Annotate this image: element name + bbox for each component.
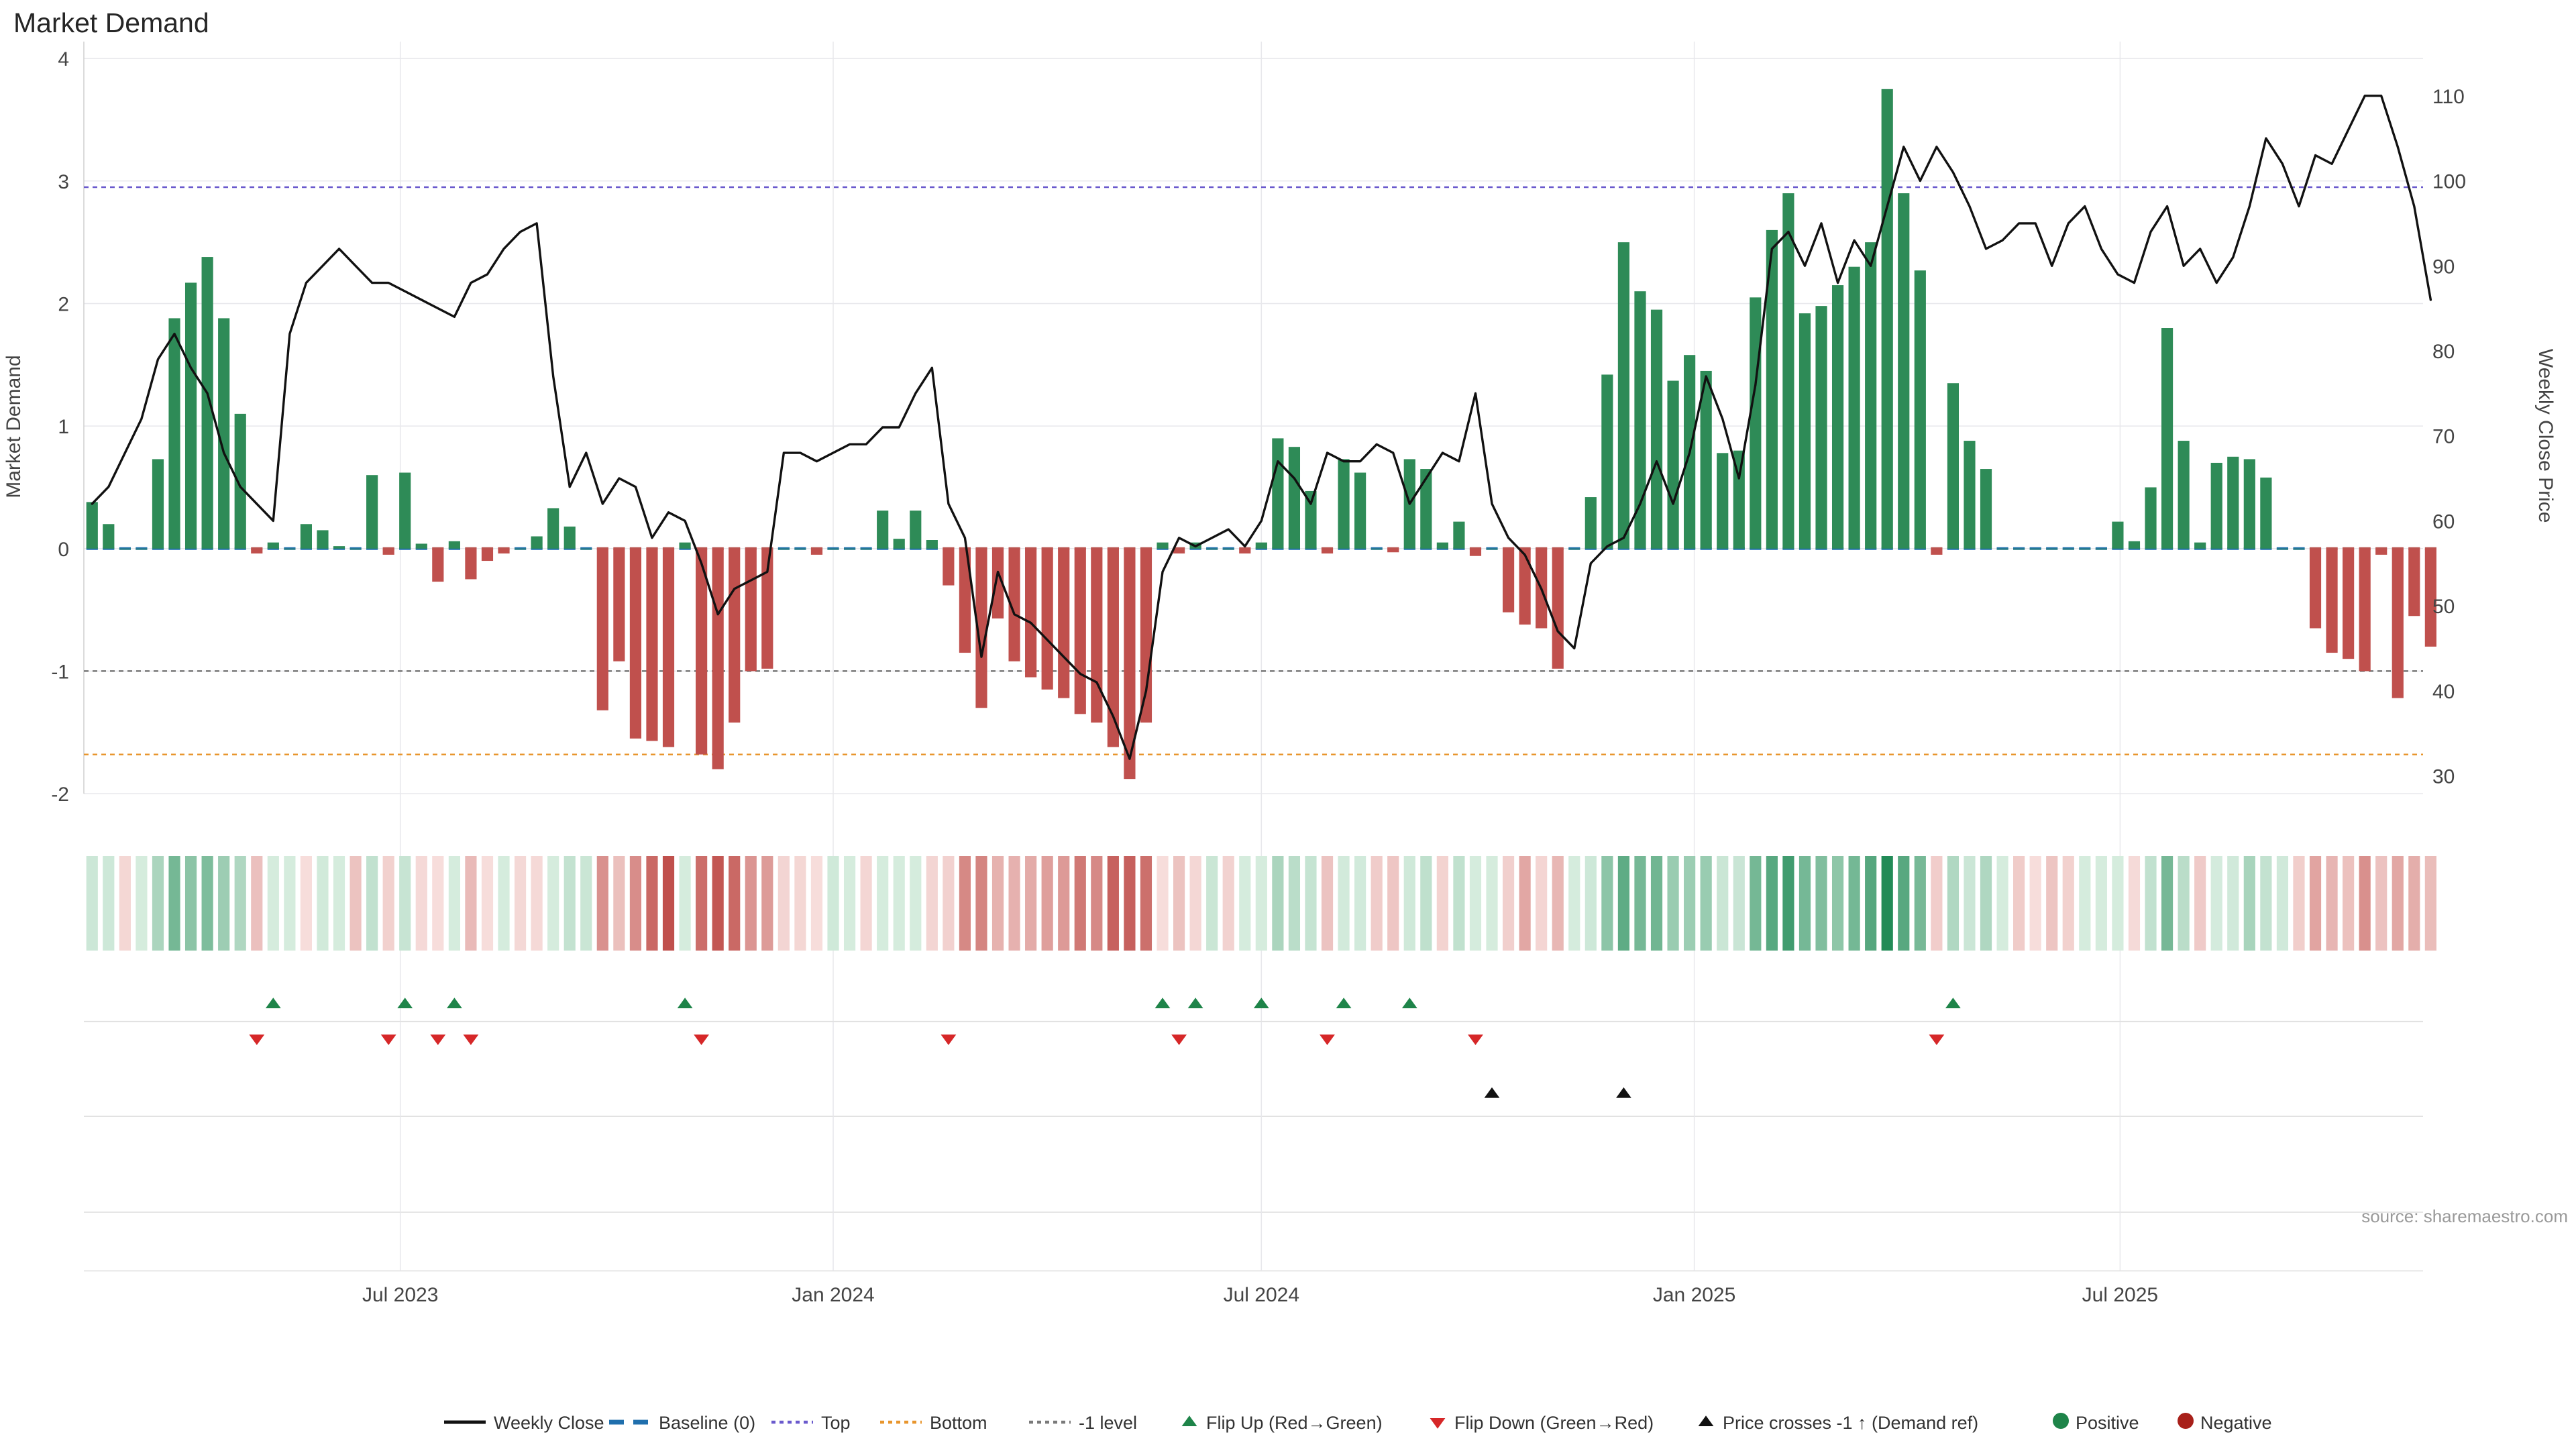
svg-text:Weekly Close Price: Weekly Close Price (2534, 349, 2557, 523)
svg-text:Market Demand: Market Demand (13, 7, 209, 38)
svg-text:Top: Top (821, 1413, 851, 1433)
svg-text:60: 60 (2432, 511, 2455, 533)
svg-text:Jul 2023: Jul 2023 (362, 1284, 438, 1306)
svg-text:Negative: Negative (2200, 1413, 2272, 1433)
svg-text:-1: -1 (51, 661, 69, 683)
svg-text:Weekly Close: Weekly Close (494, 1413, 604, 1433)
svg-text:Bottom: Bottom (930, 1413, 987, 1433)
svg-text:Jul 2025: Jul 2025 (2082, 1284, 2158, 1306)
svg-text:40: 40 (2432, 681, 2455, 703)
svg-text:90: 90 (2432, 256, 2455, 278)
svg-text:Flip Up (Red→Green): Flip Up (Red→Green) (1206, 1413, 1383, 1433)
svg-text:70: 70 (2432, 426, 2455, 448)
svg-text:source: sharemaestro.com: source: sharemaestro.com (2361, 1206, 2568, 1226)
svg-text:Jan 2024: Jan 2024 (792, 1284, 874, 1306)
svg-text:-1 level: -1 level (1079, 1413, 1137, 1433)
svg-text:3: 3 (58, 171, 69, 193)
svg-text:Price crosses -1 ↑ (Demand ref: Price crosses -1 ↑ (Demand ref) (1723, 1413, 1978, 1433)
svg-text:Positive: Positive (2076, 1413, 2139, 1433)
svg-text:2: 2 (58, 294, 69, 316)
svg-text:30: 30 (2432, 766, 2455, 788)
svg-text:100: 100 (2432, 171, 2466, 193)
svg-text:Flip Down (Green→Red): Flip Down (Green→Red) (1454, 1413, 1654, 1433)
svg-text:Market Demand: Market Demand (3, 355, 25, 498)
svg-text:Baseline (0): Baseline (0) (659, 1413, 755, 1433)
svg-text:1: 1 (58, 416, 69, 438)
svg-text:-2: -2 (51, 784, 69, 806)
svg-text:Jul 2024: Jul 2024 (1224, 1284, 1299, 1306)
svg-text:80: 80 (2432, 341, 2455, 363)
svg-text:0: 0 (58, 539, 69, 561)
svg-text:50: 50 (2432, 596, 2455, 618)
svg-text:110: 110 (2432, 86, 2465, 108)
svg-text:4: 4 (58, 48, 69, 70)
svg-text:Jan 2025: Jan 2025 (1653, 1284, 1735, 1306)
